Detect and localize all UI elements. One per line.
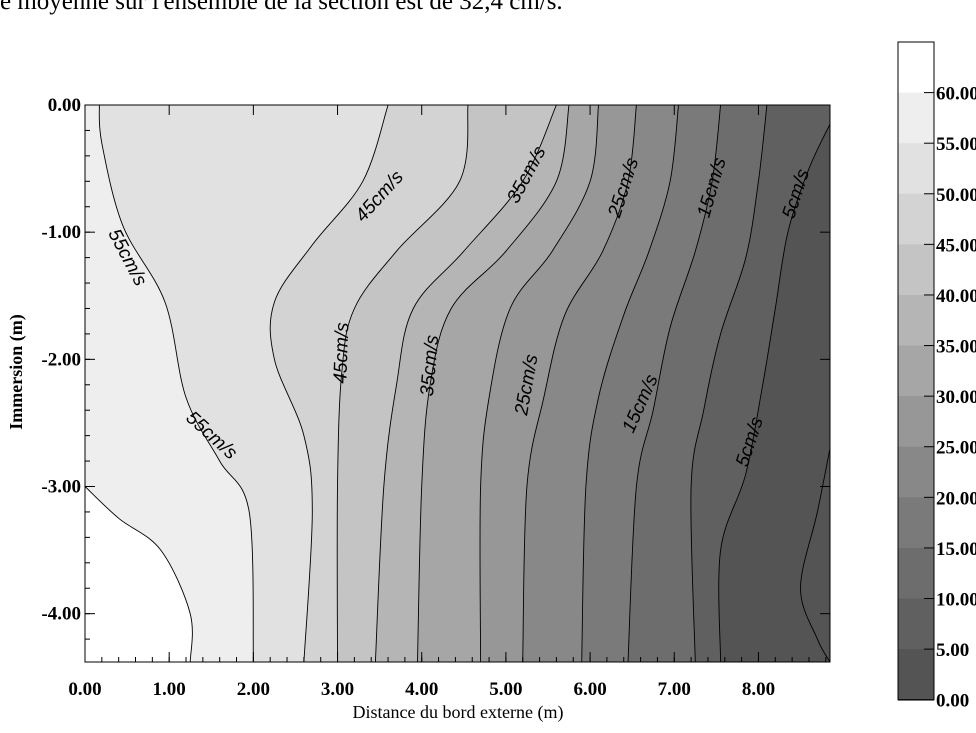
- y-tick-label: 0.00: [48, 95, 81, 116]
- colorbar-legend: 60.00 55.00 50.00 45.00 40.00 35.00 30.00 25.00…: [897, 41, 976, 712]
- contour-line-10: [690, 105, 768, 662]
- colorbar-label: 30.00: [936, 387, 976, 408]
- y-axis-title: Immersion (m): [6, 314, 27, 429]
- axes: 0.00 1.00 2.00 3.00 4.00 5.00 6.00 7.00 8.00 0.00…: [41, 95, 830, 700]
- contour-line-60: [85, 486, 193, 662]
- contour-line-0: [800, 448, 830, 662]
- contour-line-25: [522, 105, 637, 662]
- contour-line-35: [417, 105, 570, 662]
- contour-line-20: [581, 105, 679, 662]
- contour-label-text: 45cm/s: [330, 322, 353, 384]
- colorbar-frame: [897, 41, 935, 701]
- x-tick-label: 8.00: [742, 679, 775, 700]
- x-tick-label: 7.00: [658, 679, 691, 700]
- colorbar-swatch: [898, 42, 934, 94]
- x-tick-label: 2.00: [237, 679, 270, 700]
- colorbar-label: 20.00: [936, 488, 976, 509]
- x-tick-label: 1.00: [153, 679, 186, 700]
- x-tick-label: 0.00: [68, 679, 101, 700]
- colorbar-swatch: [898, 598, 934, 651]
- colorbar-label: 10.00: [936, 590, 976, 611]
- band-0: [800, 448, 830, 662]
- contour-bands: [85, 105, 830, 662]
- colorbar-label: 50.00: [936, 185, 976, 206]
- plot-frame: [84, 104, 831, 663]
- y-tick-label: -4.00: [41, 604, 81, 625]
- y-tick-label: -1.00: [41, 222, 81, 243]
- x-tick-label: 4.00: [405, 679, 438, 700]
- colorbar-label: 35.00: [936, 337, 976, 358]
- x-axis-title: Distance du bord externe (m): [353, 702, 564, 723]
- contour-line-50: [269, 105, 389, 662]
- contour-label: 45cm/s: [330, 322, 353, 384]
- contour-line-40: [374, 105, 557, 662]
- colorbar-swatch: [898, 497, 934, 549]
- contour-line-15: [627, 105, 722, 662]
- band-5: [718, 105, 830, 662]
- y-tick-label: -2.00: [41, 349, 81, 370]
- colorbar-swatch: [898, 294, 934, 347]
- header-text: e moyenne sur l'ensemble de la section e…: [0, 0, 563, 15]
- colorbar-swatch: [898, 244, 934, 296]
- colorbar-label: 25.00: [936, 438, 976, 459]
- colorbar-label: 15.00: [936, 539, 976, 560]
- colorbar-swatch: [898, 446, 934, 499]
- colorbar-swatch: [898, 396, 934, 448]
- contour-line-5: [718, 123, 830, 662]
- colorbar-label: 5.00: [936, 640, 969, 661]
- x-tick-label: 3.00: [321, 679, 354, 700]
- contour-line-30: [479, 105, 599, 662]
- colorbar-swatch: [898, 649, 934, 701]
- x-tick-label: 6.00: [573, 679, 606, 700]
- colorbar-label: 55.00: [936, 134, 976, 155]
- colorbar-swatch: [898, 547, 934, 600]
- colorbar-swatch: [898, 193, 934, 246]
- contour-line-45: [336, 105, 469, 662]
- colorbar-swatch: [898, 345, 934, 398]
- colorbar-swatch: [898, 143, 934, 195]
- colorbar-label: 40.00: [936, 286, 976, 307]
- x-tick-label: 5.00: [489, 679, 522, 700]
- y-tick-label: -3.00: [41, 477, 81, 498]
- contour-line-55: [98, 105, 254, 662]
- colorbar-swatch: [898, 92, 934, 145]
- colorbar-label: 60.00: [936, 84, 976, 105]
- colorbar-label: 45.00: [936, 235, 976, 256]
- colorbar-label: 0.00: [936, 691, 969, 712]
- contour-lines: [85, 105, 830, 662]
